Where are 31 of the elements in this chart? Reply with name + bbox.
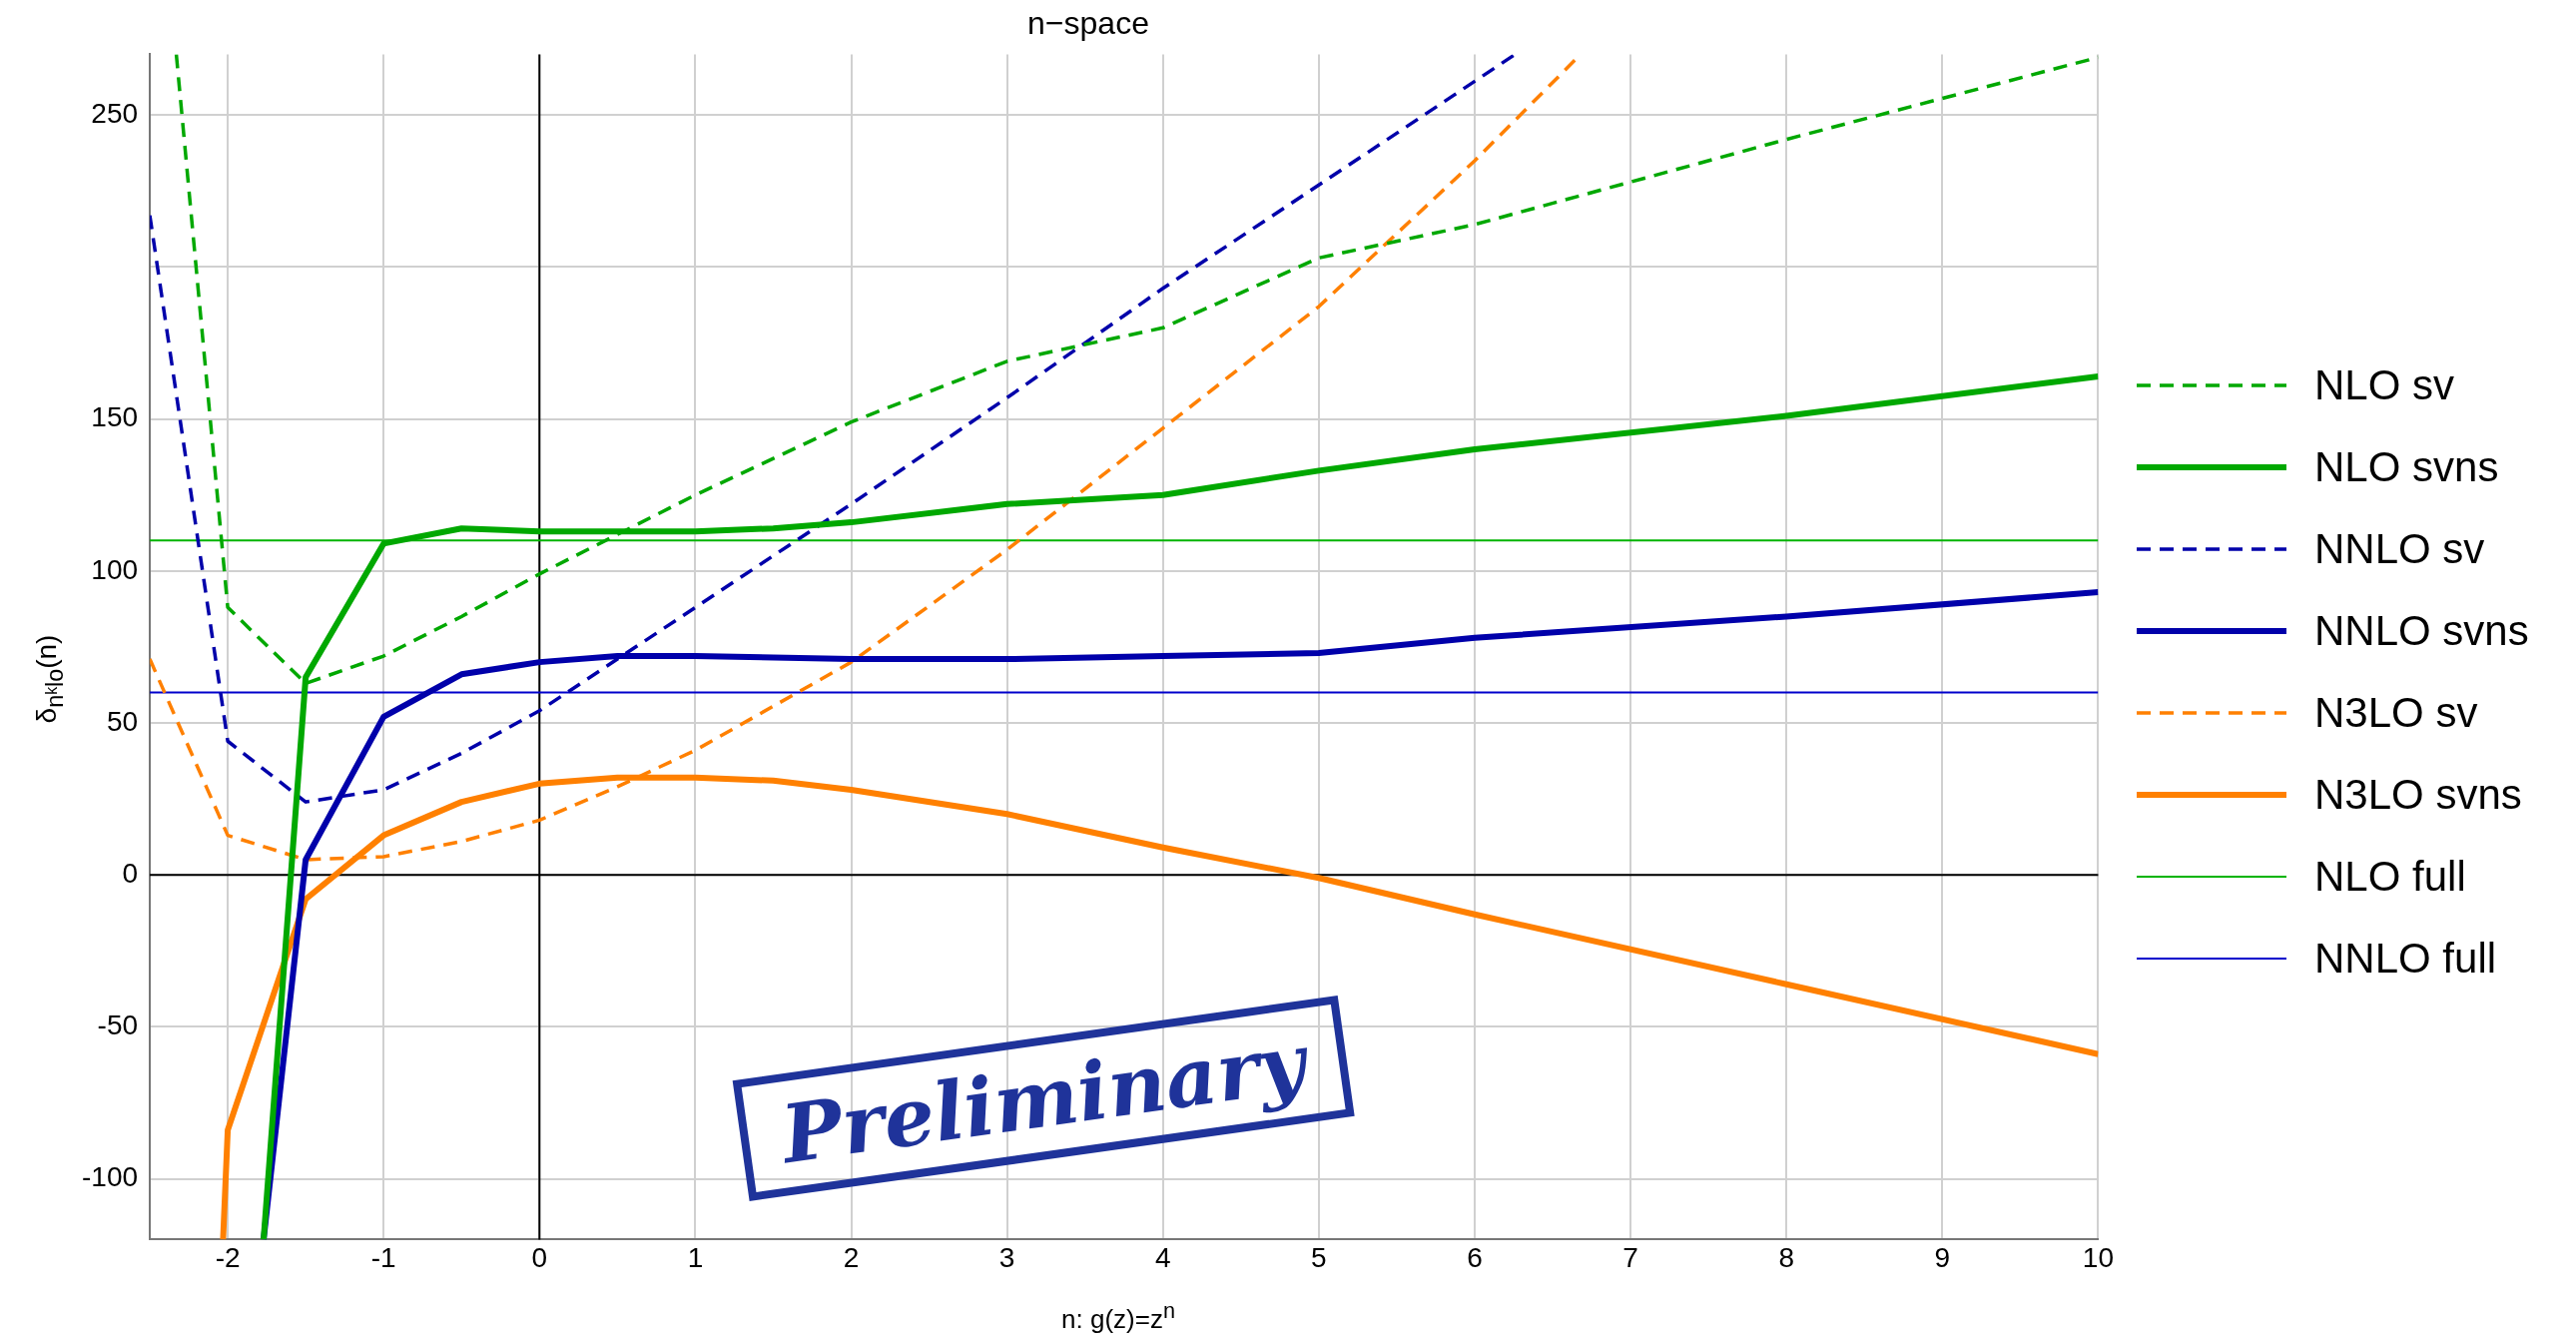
x-tick-label: 10 <box>2082 1241 2115 1273</box>
chart-title: n−space <box>1027 5 1149 42</box>
legend-label: NNLO full <box>2314 935 2497 983</box>
x-tick-label: -1 <box>370 1241 396 1273</box>
x-tick-label: 1 <box>687 1241 704 1273</box>
legend-label: NLO full <box>2314 853 2466 901</box>
x-tick-label: 8 <box>1778 1241 1794 1273</box>
x-tick-label: 0 <box>531 1241 548 1273</box>
x-tick-label: -2 <box>215 1241 241 1273</box>
x-tick-label: 3 <box>998 1241 1015 1273</box>
annotation: Preliminary <box>732 996 1355 1201</box>
legend-label: N3LO svns <box>2314 771 2522 819</box>
x-axis-title: n: g(z)=z$^{n}$ <box>1061 1298 1175 1335</box>
y-tick-label: -50 <box>97 1009 139 1041</box>
y-tick-label: 250 <box>91 97 139 129</box>
legend-label: NLO svns <box>2314 443 2499 491</box>
y-tick-label: 100 <box>91 553 139 585</box>
x-tick-label: 2 <box>843 1241 860 1273</box>
y-tick-label: -100 <box>81 1161 139 1193</box>
x-tick-label: 9 <box>1934 1241 1951 1273</box>
legend-label: NNLO svns <box>2314 607 2529 655</box>
x-tick-label: 7 <box>1622 1241 1638 1273</box>
legend-label: N3LO sv <box>2314 689 2478 737</box>
x-tick-label: 4 <box>1154 1241 1171 1273</box>
legend-label: NLO sv <box>2314 361 2455 409</box>
y-tick-label: 0 <box>122 857 139 889</box>
y-tick-label: 50 <box>106 705 139 737</box>
x-tick-label: 6 <box>1467 1241 1483 1273</box>
y-tick-label: 150 <box>91 401 139 433</box>
legend-label: NNLO sv <box>2314 525 2485 573</box>
x-tick-label: 5 <box>1311 1241 1327 1273</box>
